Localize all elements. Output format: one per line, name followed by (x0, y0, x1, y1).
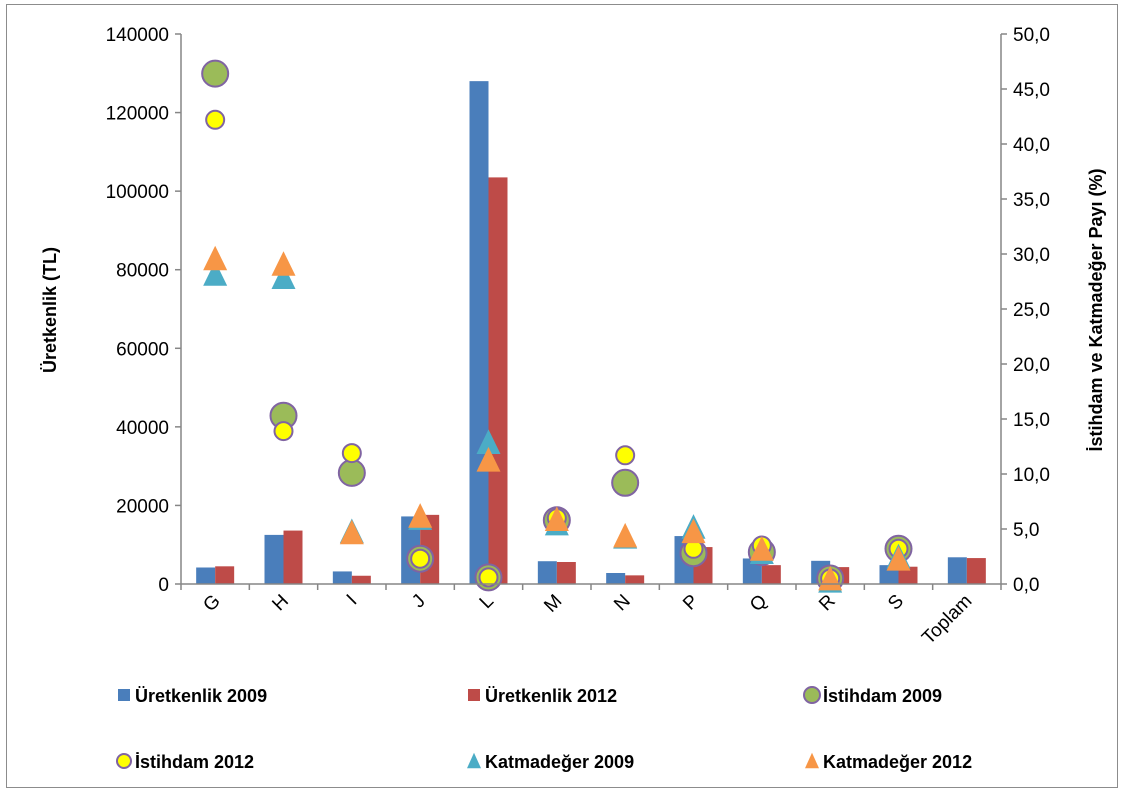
legend-katmadeger-2009-label: Katmadeğer 2009 (485, 752, 634, 772)
bar (966, 558, 986, 584)
y2-tick-label: 15,0 (1013, 410, 1050, 431)
y2-tick-label: 35,0 (1013, 190, 1050, 211)
bar (332, 571, 352, 584)
y-tick-label: 40000 (116, 418, 169, 439)
y2-tick-label: 30,0 (1013, 245, 1050, 266)
point-katmadeger-2012 (408, 503, 433, 528)
legend-uretkenlik-2012-label: Üretkenlik 2012 (485, 686, 617, 706)
point-istihdam-2012 (273, 421, 294, 442)
x-tick-label: I (343, 591, 362, 610)
point-istihdam-2009 (201, 59, 230, 88)
point-katmadeger-2012 (339, 519, 364, 545)
legend-katmadeger-2009-swatch (467, 752, 481, 769)
legend-istihdam-2012-swatch (116, 753, 132, 769)
point-katmadeger-2009 (476, 429, 501, 454)
bar (469, 81, 489, 585)
chart-frame (6, 4, 1118, 788)
bar (556, 562, 576, 584)
legend-uretkenlik-2009-label: Üretkenlik 2009 (135, 686, 267, 706)
bar (196, 567, 216, 584)
bars (196, 81, 986, 585)
bar (351, 575, 371, 584)
bar (488, 177, 508, 584)
x-tick-label: R (815, 591, 840, 616)
y-tick-label: 20000 (116, 496, 169, 517)
point-istihdam-2012 (615, 445, 636, 466)
point-katmadeger-2012 (681, 518, 706, 544)
legend: Üretkenlik 2009 Üretkenlik 2012 İstihdam 2… (116, 686, 972, 772)
y2-axis-title: İstihdam ve Katmadeğer Payı (%) (1086, 168, 1106, 451)
point-istihdam-2012 (410, 548, 431, 569)
y2-tick-label: 0,0 (1013, 575, 1039, 596)
y-tick-label: 120000 (106, 104, 169, 125)
y2-tick-label: 10,0 (1013, 465, 1050, 486)
y-tick-label: 80000 (116, 261, 169, 282)
x-tick-label: Q (746, 591, 771, 616)
y2-tick-label: 40,0 (1013, 135, 1050, 156)
x-tick-label: S (884, 591, 908, 615)
x-tick-label: G (199, 591, 224, 616)
y-tick-label: 140000 (106, 25, 169, 46)
point-katmadeger-2012 (271, 251, 296, 276)
bar (947, 557, 967, 584)
y2-tick-label: 5,0 (1013, 520, 1039, 541)
x-tick-label: L (476, 591, 498, 613)
y-axis-title: Üretkenlik (TL) (40, 247, 60, 373)
y2-tick-label: 20,0 (1013, 355, 1050, 376)
legend-katmadeger-2012-swatch (805, 752, 819, 769)
y-tick-label: 60000 (116, 339, 169, 360)
y-tick-label: 0 (158, 575, 169, 596)
point-katmadeger-2012 (476, 447, 501, 472)
point-katmadeger-2012 (544, 506, 569, 531)
x-tick-label: P (679, 591, 703, 615)
axes (175, 33, 1007, 590)
legend-istihdam-2012-label: İstihdam 2012 (135, 752, 254, 772)
bar (264, 534, 284, 584)
legend-katmadeger-2012-label: Katmadeğer 2012 (823, 752, 972, 772)
legend-istihdam-2009-label: İstihdam 2009 (823, 686, 942, 706)
bar (625, 575, 645, 584)
bar (606, 573, 626, 584)
point-katmadeger-2012 (886, 546, 911, 571)
legend-uretkenlik-2012-swatch (468, 689, 480, 701)
bar (898, 566, 918, 584)
legend-istihdam-2009-swatch (803, 686, 821, 704)
y2-tick-label: 25,0 (1013, 300, 1050, 321)
point-katmadeger-2012 (613, 522, 638, 548)
x-tick-label: M (540, 591, 566, 617)
y2-tick-label: 50,0 (1013, 25, 1050, 46)
x-tick-label: H (268, 591, 293, 616)
x-tick-label: J (408, 591, 430, 613)
point-istihdam-2012 (205, 109, 226, 130)
x-tick-label: Toplam (918, 591, 976, 649)
legend-uretkenlik-2009-swatch (118, 689, 130, 701)
x-tick-label: N (610, 591, 635, 616)
point-katmadeger-2009 (203, 261, 228, 286)
point-katmadeger-2012 (749, 536, 774, 561)
bar (215, 566, 235, 584)
point-katmadeger-2009 (271, 264, 296, 289)
point-istihdam-2012 (478, 567, 499, 588)
y-tick-label: 100000 (106, 182, 169, 203)
point-istihdam-2009 (337, 458, 366, 487)
y2-tick-label: 45,0 (1013, 80, 1050, 101)
bar (283, 530, 303, 584)
point-istihdam-2012 (341, 443, 362, 464)
point-istihdam-2009 (611, 468, 640, 497)
bar (537, 561, 557, 584)
bar (761, 565, 781, 584)
point-katmadeger-2012 (203, 245, 228, 271)
markers (201, 59, 913, 593)
